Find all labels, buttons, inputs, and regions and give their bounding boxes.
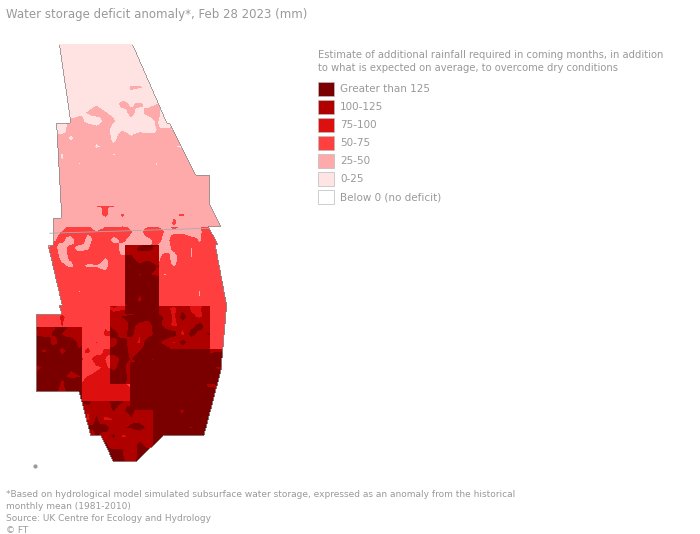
Text: © FT: © FT — [6, 526, 28, 534]
Text: 50-75: 50-75 — [340, 138, 370, 148]
Text: 0-25: 0-25 — [340, 174, 363, 184]
Text: 25-50: 25-50 — [340, 156, 370, 166]
Text: 75-100: 75-100 — [340, 120, 377, 130]
Text: Estimate of additional rainfall required in coming months, in addition: Estimate of additional rainfall required… — [318, 50, 664, 60]
Bar — [318, 190, 334, 204]
Text: Below 0 (no deficit): Below 0 (no deficit) — [340, 192, 441, 202]
Bar — [318, 118, 334, 132]
Text: Greater than 125: Greater than 125 — [340, 84, 430, 94]
Text: Water storage deficit anomaly*, Feb 28 2023 (mm): Water storage deficit anomaly*, Feb 28 2… — [6, 8, 307, 21]
Bar — [318, 136, 334, 150]
Bar — [318, 82, 334, 96]
Text: *Based on hydrological model simulated subsurface water storage, expressed as an: *Based on hydrological model simulated s… — [6, 490, 515, 499]
Bar — [318, 100, 334, 114]
Text: 100-125: 100-125 — [340, 102, 384, 112]
Text: to what is expected on average, to overcome dry conditions: to what is expected on average, to overc… — [318, 63, 618, 73]
Text: monthly mean (1981-2010): monthly mean (1981-2010) — [6, 502, 131, 511]
Bar — [318, 172, 334, 186]
Bar — [318, 154, 334, 168]
Text: Source: UK Centre for Ecology and Hydrology: Source: UK Centre for Ecology and Hydrol… — [6, 514, 211, 523]
